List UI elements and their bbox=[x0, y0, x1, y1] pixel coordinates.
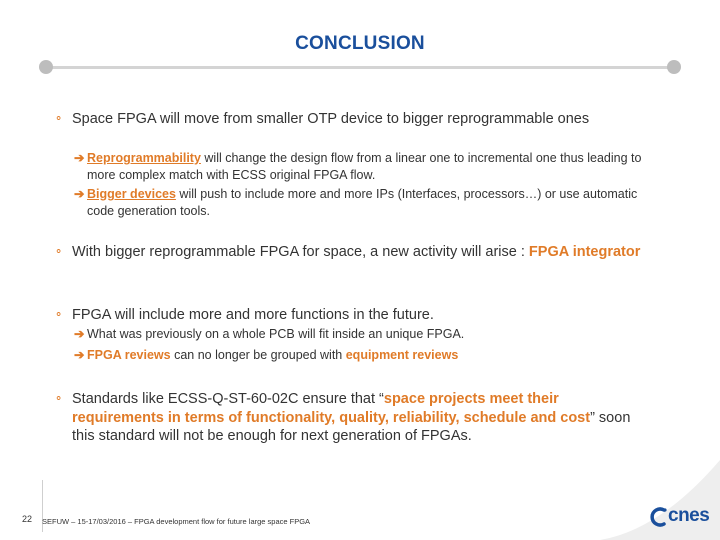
title-divider bbox=[46, 66, 674, 69]
sub-1-1-emphasis: Reprogrammability bbox=[87, 151, 201, 165]
bullet-4: ⚬ Standards like ECSS-Q-ST-60-02C ensure… bbox=[54, 390, 654, 446]
bullet-4-emphasis: space projects meet their requirements i… bbox=[72, 391, 591, 426]
footer-divider bbox=[42, 480, 43, 532]
bullet-1-sub-1: ➔ Reprogrammability will change the desi… bbox=[74, 150, 664, 183]
bullet-glyph-icon: ⚬ bbox=[54, 309, 64, 321]
sub-3-2-emphasis: FPGA reviews bbox=[87, 348, 171, 362]
bullet-3-text: FPGA will include more and more function… bbox=[72, 307, 434, 323]
arrow-right-icon: ➔ bbox=[74, 187, 85, 201]
arrow-right-icon: ➔ bbox=[74, 327, 85, 341]
sub-1-1-text: will change the design flow from a linea… bbox=[87, 151, 642, 182]
bullet-2: ⚬ With bigger reprogrammable FPGA for sp… bbox=[54, 243, 654, 262]
bullet-glyph-icon: ⚬ bbox=[54, 393, 64, 405]
arrow-right-icon: ➔ bbox=[74, 151, 85, 165]
bullet-3: ⚬ FPGA will include more and more functi… bbox=[54, 306, 654, 325]
sub-3-2-text: can no longer be grouped with bbox=[170, 348, 346, 362]
sub-3-1-text: What was previously on a whole PCB will … bbox=[87, 327, 465, 341]
cnes-logo-icon bbox=[650, 507, 667, 527]
bullet-1-text: Space FPGA will move from smaller OTP de… bbox=[72, 111, 590, 127]
corner-decoration bbox=[600, 460, 720, 540]
bullet-2-text: With bigger reprogrammable FPGA for spac… bbox=[72, 244, 529, 260]
slide-title: CONCLUSION bbox=[295, 33, 425, 54]
bullet-4-post: ” soon this standard will not be enough … bbox=[72, 409, 631, 445]
cnes-logo: cnes bbox=[648, 503, 714, 529]
page-number: 22 bbox=[22, 514, 33, 524]
bullet-3-sub-1: ➔ What was previously on a whole PCB wil… bbox=[74, 326, 664, 343]
bullet-2-emphasis: FPGA integrator bbox=[528, 244, 641, 260]
bullet-1: ⚬ Space FPGA will move from smaller OTP … bbox=[54, 110, 654, 129]
bullet-1-sub-2: ➔ Bigger devices will push to include mo… bbox=[74, 186, 664, 219]
bullet-glyph-icon: ⚬ bbox=[54, 246, 64, 258]
arrow-right-icon: ➔ bbox=[74, 348, 85, 362]
footer-text: SEFUW – 15-17/03/2016 – FPGA development… bbox=[42, 517, 311, 526]
divider-left-dot bbox=[39, 60, 53, 74]
bullet-4-pre: Standards like ECSS-Q-ST-60-02C ensure t… bbox=[72, 391, 384, 407]
bullet-glyph-icon: ⚬ bbox=[54, 113, 64, 125]
sub-1-2-emphasis: Bigger devices bbox=[87, 187, 176, 201]
sub-1-2-text: will push to include more and more IPs (… bbox=[87, 187, 638, 218]
bullet-3-sub-2: ➔ FPGA reviews can no longer be grouped … bbox=[74, 347, 664, 364]
sub-3-2-emphasis-2: equipment reviews bbox=[345, 348, 459, 362]
divider-right-dot bbox=[667, 60, 681, 74]
cnes-logo-text: cnes bbox=[668, 505, 710, 526]
